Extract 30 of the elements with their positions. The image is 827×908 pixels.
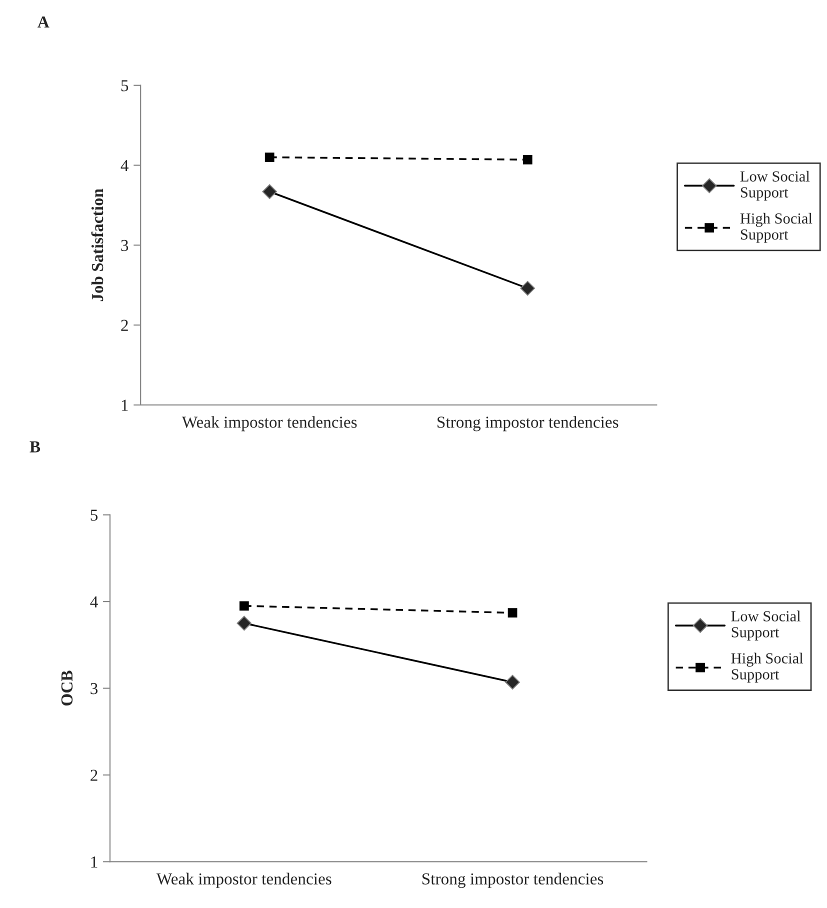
x-tick-label: Weak impostor tendencies	[156, 872, 332, 888]
y-tick-label: 5	[121, 80, 128, 92]
chart-title: B	[30, 441, 40, 452]
y-tick-label: 1	[91, 856, 98, 868]
point	[522, 154, 532, 164]
point	[239, 601, 249, 611]
y-tick-label: 3	[121, 240, 128, 252]
chart-title: A	[38, 16, 50, 28]
x-tick-label: Weak impostor tendencies	[182, 416, 357, 432]
legend-label: Low Social Support	[731, 610, 801, 641]
y-tick-label: 2	[90, 770, 98, 781]
point	[236, 616, 252, 631]
y-tick-label: 5	[90, 510, 98, 521]
y-tick-label: 1	[122, 400, 128, 411]
point	[264, 152, 274, 162]
x-tick-label: Strong impostor tendencies	[422, 872, 604, 888]
legend-label: Low Social Support	[740, 170, 810, 201]
y-tick-label: 2	[121, 320, 128, 331]
y-axis-title: Job Satisfaction	[91, 188, 104, 302]
y-tick-label: 3	[90, 683, 98, 694]
point	[262, 184, 277, 200]
y-tick-label: 4	[90, 596, 98, 608]
legend-label: High Social Support	[740, 212, 812, 243]
legend-label: High Social Support	[731, 652, 804, 683]
point	[508, 608, 518, 618]
point	[520, 280, 536, 296]
x-tick-label: Strong impostor tendencies	[438, 416, 618, 432]
y-axis-title: OCB	[61, 670, 73, 706]
y-tick-label: 4	[120, 160, 129, 172]
point	[505, 674, 520, 690]
